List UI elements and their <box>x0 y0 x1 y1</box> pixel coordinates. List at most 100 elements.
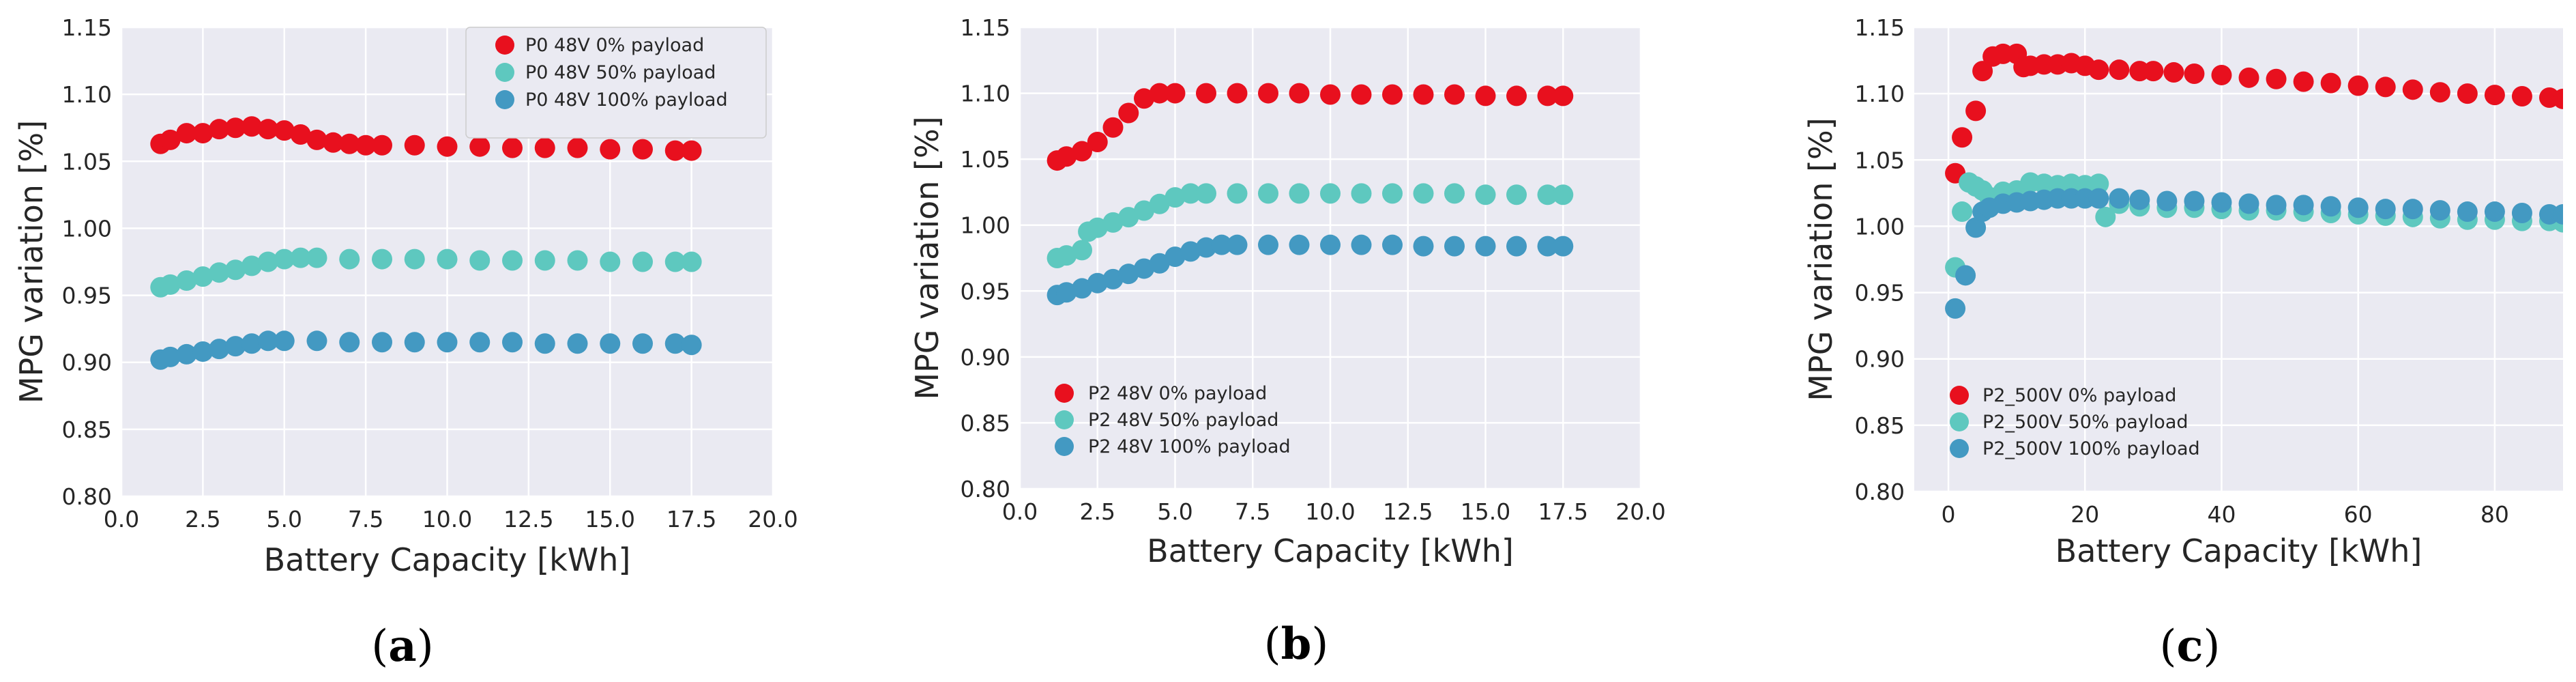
data-point <box>209 119 230 140</box>
legend-marker <box>1950 412 1969 431</box>
data-point <box>1227 183 1248 204</box>
data-point <box>469 136 491 157</box>
data-point <box>1351 84 1372 105</box>
x-tick-label: 0 <box>1942 501 1956 528</box>
legend-entry: P2 48V 0% payload <box>1088 383 1267 404</box>
legend-marker <box>1055 410 1074 429</box>
data-point <box>1537 85 1558 106</box>
data-point <box>1258 183 1278 204</box>
data-point <box>372 248 392 270</box>
data-point <box>306 129 327 150</box>
data-point <box>2088 173 2109 195</box>
data-point <box>1506 85 1527 106</box>
data-point <box>1056 282 1077 303</box>
data-point <box>1149 253 1170 274</box>
series-1 <box>1046 183 1574 268</box>
legend-marker <box>495 90 514 109</box>
data-point <box>1444 183 1465 204</box>
x-tick-label: 12.5 <box>503 506 553 532</box>
data-point <box>176 343 197 365</box>
y-axis-label: MPG variation [%] <box>13 120 50 403</box>
data-point <box>2293 195 2314 216</box>
data-point <box>1945 298 1966 319</box>
panel-label-close: ) <box>1311 619 1328 670</box>
data-point <box>1056 245 1077 266</box>
data-point <box>176 123 197 144</box>
series-0 <box>150 116 702 161</box>
data-point <box>1227 83 1248 104</box>
data-point <box>437 332 458 353</box>
data-point <box>1102 212 1124 233</box>
data-point <box>323 132 344 153</box>
y-tick-label: 0.80 <box>62 483 112 510</box>
data-point <box>1320 84 1341 105</box>
y-tick-label: 0.95 <box>1855 280 1905 307</box>
x-axis-label: Battery Capacity [kWh] <box>264 541 631 578</box>
data-point <box>1506 236 1527 257</box>
x-axis-label: Battery Capacity [kWh] <box>1147 532 1514 569</box>
data-point <box>2484 85 2505 106</box>
x-tick-label: 20 <box>2070 501 2099 528</box>
data-point <box>1072 240 1092 261</box>
data-point <box>1149 83 1170 104</box>
data-point <box>2211 192 2232 213</box>
data-point <box>1413 183 1434 204</box>
panel-label: (b) <box>1264 619 1329 670</box>
data-point <box>1952 127 1973 148</box>
y-tick-label: 0.90 <box>961 344 1010 371</box>
data-point <box>257 251 278 272</box>
data-point <box>1134 200 1154 221</box>
data-point <box>600 333 621 354</box>
y-tick-label: 1.10 <box>961 81 1010 107</box>
data-point <box>1087 217 1108 238</box>
legend-entry: P2_500V 50% payload <box>1982 412 2189 433</box>
y-tick-label: 1.10 <box>62 81 112 108</box>
data-point <box>372 332 392 353</box>
legend-box <box>465 27 767 139</box>
y-tick-label: 1.00 <box>1855 213 1905 240</box>
x-tick-label: 15.0 <box>1461 498 1510 525</box>
y-tick-label: 0.90 <box>62 350 112 376</box>
y-axis-label: MPG variation [%] <box>909 116 946 399</box>
x-tick-label: 17.5 <box>667 506 716 532</box>
y-tick-label: 1.00 <box>961 212 1010 239</box>
x-tick-label: 17.5 <box>1538 498 1588 525</box>
data-point <box>1413 84 1434 105</box>
data-point <box>1149 193 1170 214</box>
panel-b: 0.0 2.5 5.0 7.5 10.0 12.5 15.0 17.5 20.0 0.80 0.85… <box>909 14 1666 670</box>
data-point <box>1211 234 1232 255</box>
data-point <box>2511 203 2532 223</box>
legend-entry: P2 48V 50% payload <box>1088 410 1278 431</box>
legend-entry: P0 48V 0% payload <box>525 35 704 56</box>
data-point <box>534 333 555 354</box>
y-tick-label: 1.15 <box>62 14 112 41</box>
data-point <box>2429 200 2450 221</box>
data-point <box>600 251 621 272</box>
x-tick-label: 0.0 <box>1002 498 1038 525</box>
data-point <box>2163 62 2184 83</box>
y-tick-label: 1.15 <box>1855 14 1905 41</box>
y-tick-label: 0.85 <box>1855 412 1905 439</box>
x-tick-label: 10.0 <box>422 506 472 532</box>
series-0 <box>1945 43 2563 184</box>
y-tick-label: 0.80 <box>1855 479 1905 505</box>
data-point <box>2088 59 2109 81</box>
x-tick-label: 5.0 <box>1157 498 1192 525</box>
y-tick-label: 0.90 <box>1855 346 1905 373</box>
x-tick-label: 0.0 <box>104 506 139 532</box>
data-point <box>2457 83 2478 104</box>
x-tick-label: 40 <box>2207 501 2236 528</box>
data-point <box>2375 199 2396 220</box>
data-point <box>160 129 181 150</box>
panel-a: 0.0 2.5 5.0 7.5 10.0 12.5 15.0 17.5 20.0 0.80 0.85… <box>13 14 798 672</box>
data-point <box>1320 183 1341 204</box>
x-tick-label: 7.5 <box>1235 498 1270 525</box>
panel-label: (c) <box>2160 621 2221 672</box>
data-point <box>1087 272 1108 294</box>
data-point <box>437 248 458 270</box>
data-point <box>1952 201 1973 223</box>
data-point <box>632 251 653 272</box>
y-tick-label: 0.95 <box>62 283 112 309</box>
data-point <box>2402 79 2423 100</box>
